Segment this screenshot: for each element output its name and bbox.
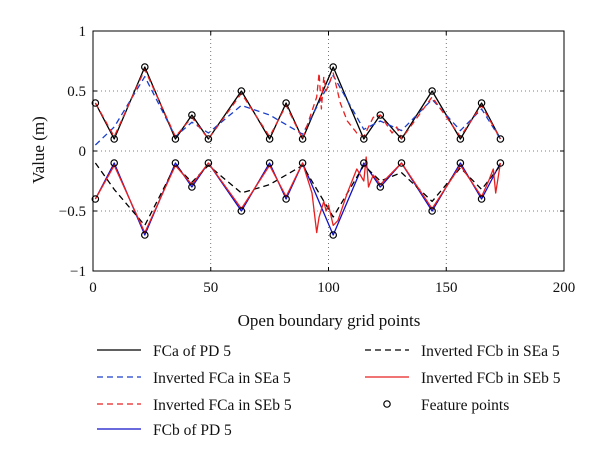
feature-point <box>360 159 368 167</box>
grid <box>93 31 564 271</box>
legend-label: FCb of PD 5 <box>153 422 232 439</box>
ticks: 0 50 100 150 200 −1 −0.5 0 0.5 1 <box>59 24 575 296</box>
y-tick-label: −0.5 <box>59 204 86 220</box>
legend-item-inverted-fcb-in-seb-5: Inverted FCb in SEb 5 <box>365 370 561 387</box>
feature-point <box>456 135 465 143</box>
legend-label: Feature points <box>421 397 509 414</box>
feature-point <box>329 231 338 239</box>
feature-point <box>237 207 246 215</box>
feature-point <box>298 159 307 167</box>
legend: FCa of PD 5 Inverted FCa in SEa 5 Inverted… <box>97 343 561 439</box>
legend-label: Inverted FCa in SEa 5 <box>153 370 291 387</box>
y-tick-label: 0.5 <box>67 84 86 100</box>
legend-label: Inverted FCb in SEa 5 <box>421 343 560 360</box>
y-tick-label: 1 <box>79 24 87 40</box>
feature-point <box>171 159 180 167</box>
y-axis-label: Value (m) <box>29 116 48 184</box>
feature-point <box>91 99 100 107</box>
x-tick-label: 150 <box>435 280 458 296</box>
legend-item-inverted-fca-in-seb-5: Inverted FCa in SEb 5 <box>97 397 292 414</box>
legend-item-fcb-of-pd-5: FCb of PD 5 <box>97 422 232 439</box>
legend-label: FCa of PD 5 <box>153 343 231 360</box>
x-tick-label: 50 <box>203 280 218 296</box>
feature-point <box>188 111 196 119</box>
legend-item-feature-points: Feature points <box>383 397 509 414</box>
feature-point <box>397 159 406 167</box>
feature-point <box>282 195 290 203</box>
series-inverted-fca-in-seb-5 <box>94 68 501 140</box>
legend-swatch <box>383 400 391 408</box>
x-axis-label: Open boundary grid points <box>238 311 421 330</box>
feature-point <box>376 111 385 119</box>
feature-point <box>397 135 406 143</box>
feature-point <box>477 195 486 203</box>
feature-point <box>329 63 338 71</box>
feature-point <box>110 135 118 143</box>
feature-point <box>110 159 118 167</box>
feature-point <box>428 207 436 215</box>
feature-point <box>298 135 307 143</box>
feature-point <box>282 99 290 107</box>
x-tick-label: 200 <box>553 280 576 296</box>
feature-point <box>204 135 213 143</box>
feature-point <box>477 99 486 107</box>
feature-point <box>237 87 246 95</box>
legend-label: Inverted FCb in SEb 5 <box>421 370 561 387</box>
y-tick-label: 0 <box>79 144 87 160</box>
series-layer <box>94 66 502 236</box>
x-tick-label: 0 <box>89 280 97 296</box>
feature-point <box>360 135 368 143</box>
legend-item-inverted-fcb-in-sea-5: Inverted FCb in SEa 5 <box>365 343 560 360</box>
feature-point <box>171 135 180 143</box>
y-tick-label: −1 <box>70 264 86 280</box>
feature-point <box>265 159 274 167</box>
series-inverted-fcb-in-seb-5 <box>94 156 502 234</box>
feature-point <box>496 159 505 167</box>
legend-item-fca-of-pd-5: FCa of PD 5 <box>97 343 231 360</box>
feature-point <box>141 231 149 239</box>
feature-point <box>141 63 149 71</box>
feature-point <box>428 87 436 95</box>
feature-point <box>265 135 274 143</box>
feature-point <box>376 183 385 191</box>
feature-point <box>496 135 505 143</box>
feature-point <box>204 159 213 167</box>
x-tick-label: 100 <box>317 280 340 296</box>
feature-point <box>188 183 196 191</box>
legend-item-inverted-fca-in-sea-5: Inverted FCa in SEa 5 <box>97 370 291 387</box>
feature-point-markers <box>91 63 505 239</box>
feature-point <box>456 159 465 167</box>
legend-label: Inverted FCa in SEb 5 <box>153 397 292 414</box>
feature-point <box>91 195 100 203</box>
